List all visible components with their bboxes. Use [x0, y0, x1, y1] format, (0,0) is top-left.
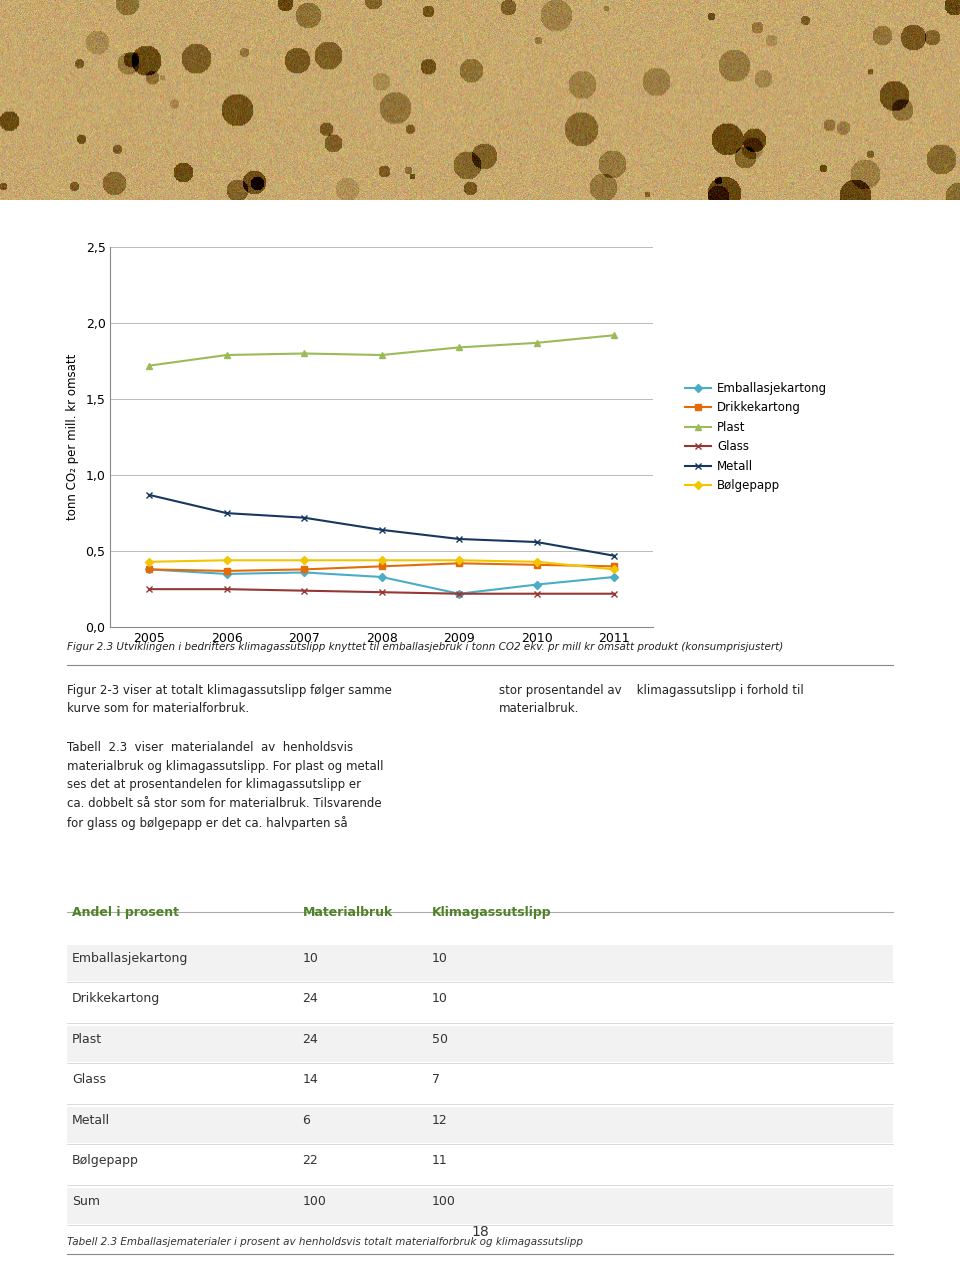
Line: Glass: Glass [146, 585, 617, 597]
Text: Tabell  2.3  viser  materialandel  av  henholdsvis
materialbruk og klimagassutsl: Tabell 2.3 viser materialandel av henhol… [67, 741, 384, 830]
Text: Metall: Metall [72, 1114, 110, 1126]
Text: 14: 14 [302, 1073, 318, 1086]
Metall [531, 535, 542, 550]
Line: Bølgepapp: Bølgepapp [146, 557, 617, 573]
Text: Sum: Sum [72, 1195, 100, 1207]
Plast [376, 347, 388, 362]
Text: Glass: Glass [72, 1073, 106, 1086]
Drikkekartong [453, 556, 465, 571]
Glass [531, 587, 542, 602]
Text: 18: 18 [471, 1225, 489, 1239]
Emballasjekartong [376, 569, 388, 584]
Metall [376, 522, 388, 537]
Text: 10: 10 [302, 952, 319, 964]
Bølgepapp [609, 561, 620, 576]
Line: Plast: Plast [146, 332, 617, 369]
Emballasjekartong [143, 561, 155, 576]
Bølgepapp [221, 552, 232, 568]
Emballasjekartong [299, 565, 310, 580]
Legend: Emballasjekartong, Drikkekartong, Plast, Glass, Metall, Bølgepapp: Emballasjekartong, Drikkekartong, Plast,… [681, 378, 832, 497]
Text: Figur 2-3 viser at totalt klimagassutslipp følger samme
kurve som for materialfo: Figur 2-3 viser at totalt klimagassutsli… [67, 684, 392, 715]
Drikkekartong [299, 561, 310, 576]
Bølgepapp [453, 552, 465, 568]
Text: 22: 22 [302, 1154, 318, 1167]
Plast [609, 328, 620, 343]
Text: 10: 10 [432, 992, 448, 1005]
Text: Tabell 2.3 Emballasjematerialer i prosent av henholdsvis totalt materialforbruk : Tabell 2.3 Emballasjematerialer i prosen… [67, 1237, 584, 1247]
Glass [143, 582, 155, 597]
Metall [453, 531, 465, 546]
Text: 50: 50 [432, 1033, 448, 1045]
Glass [221, 582, 232, 597]
Text: Andel i prosent: Andel i prosent [72, 906, 179, 919]
Y-axis label: tonn CO₂ per mill. kr omsatt: tonn CO₂ per mill. kr omsatt [65, 353, 79, 521]
Text: Drikkekartong: Drikkekartong [72, 992, 160, 1005]
Emballasjekartong [221, 566, 232, 582]
Plast [453, 340, 465, 355]
Text: 6: 6 [302, 1114, 310, 1126]
Plast [299, 346, 310, 361]
Line: Metall: Metall [146, 492, 617, 559]
Emballasjekartong [531, 576, 542, 592]
Line: Emballasjekartong: Emballasjekartong [146, 566, 617, 597]
Bølgepapp [376, 552, 388, 568]
Text: 7: 7 [432, 1073, 440, 1086]
Plast [221, 347, 232, 362]
Drikkekartong [376, 559, 388, 574]
Text: 100: 100 [302, 1195, 326, 1207]
Bølgepapp [299, 552, 310, 568]
Emballasjekartong [609, 569, 620, 584]
Text: 10: 10 [432, 952, 448, 964]
Text: 12: 12 [432, 1114, 447, 1126]
Metall [143, 488, 155, 503]
Text: Materialbruk: Materialbruk [302, 906, 393, 919]
Text: Klimagassutslipp: Klimagassutslipp [432, 906, 552, 919]
Text: 24: 24 [302, 992, 318, 1005]
Drikkekartong [221, 564, 232, 579]
Metall [221, 506, 232, 521]
Bølgepapp [531, 554, 542, 569]
Drikkekartong [531, 557, 542, 573]
Text: Emballasjekartong: Emballasjekartong [72, 952, 188, 964]
Text: Bølgepapp: Bølgepapp [72, 1154, 139, 1167]
Glass [609, 587, 620, 602]
Line: Drikkekartong: Drikkekartong [146, 560, 617, 574]
Emballasjekartong [453, 587, 465, 602]
Drikkekartong [143, 561, 155, 576]
Glass [453, 587, 465, 602]
Text: stor prosentandel av    klimagassutslipp i forhold til
materialbruk.: stor prosentandel av klimagassutslipp i … [499, 684, 804, 715]
Metall [299, 511, 310, 526]
Text: Plast: Plast [72, 1033, 102, 1045]
Plast [531, 336, 542, 351]
Text: 100: 100 [432, 1195, 456, 1207]
Text: 24: 24 [302, 1033, 318, 1045]
Bølgepapp [143, 554, 155, 569]
Plast [143, 359, 155, 374]
Text: Figur 2.3 Utviklingen i bedrifters klimagassutslipp knyttet til emballasjebruk i: Figur 2.3 Utviklingen i bedrifters klima… [67, 642, 783, 653]
Drikkekartong [609, 559, 620, 574]
Text: 11: 11 [432, 1154, 447, 1167]
Glass [299, 583, 310, 598]
Glass [376, 584, 388, 599]
Metall [609, 549, 620, 564]
